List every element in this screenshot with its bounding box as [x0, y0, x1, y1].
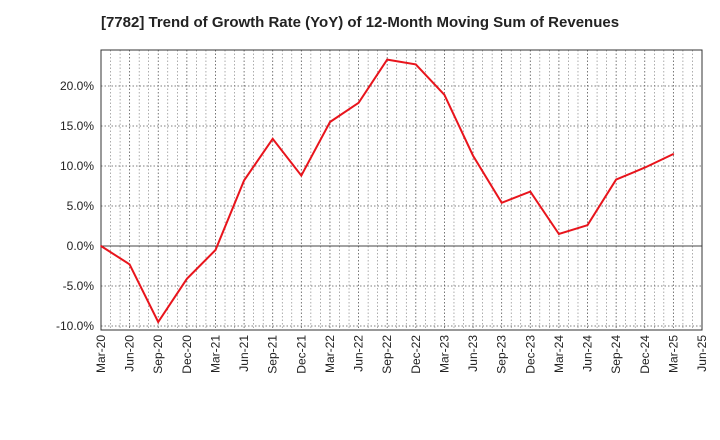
data-point	[558, 233, 560, 235]
x-tick-label: Dec-24	[638, 335, 652, 374]
plot-frame	[100, 49, 703, 331]
data-point	[214, 249, 217, 251]
y-tick-label: 15.0%	[60, 119, 94, 133]
data-point	[357, 102, 360, 104]
x-tick-label: Dec-20	[180, 335, 194, 374]
data-point	[128, 263, 131, 266]
data-point	[472, 154, 474, 157]
x-tick-label: Sep-23	[495, 335, 509, 374]
y-tick-label: 5.0%	[67, 199, 95, 213]
x-tick-label: Mar-25	[666, 335, 680, 373]
data-point	[300, 174, 303, 177]
y-tick-label: 10.0%	[60, 159, 94, 173]
data-point	[643, 166, 646, 169]
data-point	[243, 179, 245, 182]
x-tick-label: Dec-21	[294, 335, 308, 374]
x-tick-label: Jun-20	[123, 335, 137, 372]
data-point	[415, 63, 417, 66]
chart-title: [7782] Trend of Growth Rate (YoY) of 12-…	[100, 14, 620, 31]
x-tick-label: Mar-23	[437, 335, 451, 373]
x-tick-label: Jun-22	[352, 335, 366, 372]
x-tick-label: Jun-23	[466, 335, 480, 372]
x-tick-label: Dec-22	[409, 335, 423, 374]
data-point	[529, 190, 532, 193]
x-tick-label: Sep-21	[266, 335, 280, 374]
x-tick-label: Jun-24	[581, 335, 595, 372]
data-point	[100, 245, 102, 247]
data-point	[443, 94, 446, 96]
x-tick-label: Mar-20	[94, 335, 108, 373]
y-tick-label: -10.0%	[56, 319, 94, 333]
y-tick-label: -5.0%	[63, 279, 95, 293]
data-point	[157, 321, 160, 323]
data-point	[586, 224, 589, 226]
y-tick-label: 0.0%	[67, 239, 95, 253]
data-point	[615, 178, 617, 181]
data-point	[500, 202, 503, 204]
data-point	[186, 278, 188, 280]
data-point	[386, 58, 388, 61]
plot-area	[101, 50, 702, 330]
x-tick-label: Dec-23	[523, 335, 537, 374]
x-tick-label: Sep-24	[609, 335, 623, 374]
data-point	[271, 138, 274, 140]
x-tick-label: Sep-22	[380, 335, 394, 374]
data-point	[672, 153, 675, 155]
x-tick-label: Mar-24	[552, 335, 566, 373]
x-tick-label: Sep-20	[151, 335, 165, 374]
x-tick-label: Jun-21	[237, 335, 251, 372]
data-point	[329, 121, 331, 123]
x-tick-label: Jun-25	[695, 335, 709, 372]
y-tick-label: 20.0%	[60, 79, 94, 93]
x-tick-label: Mar-22	[323, 335, 337, 373]
x-tick-label: Mar-21	[208, 335, 222, 373]
